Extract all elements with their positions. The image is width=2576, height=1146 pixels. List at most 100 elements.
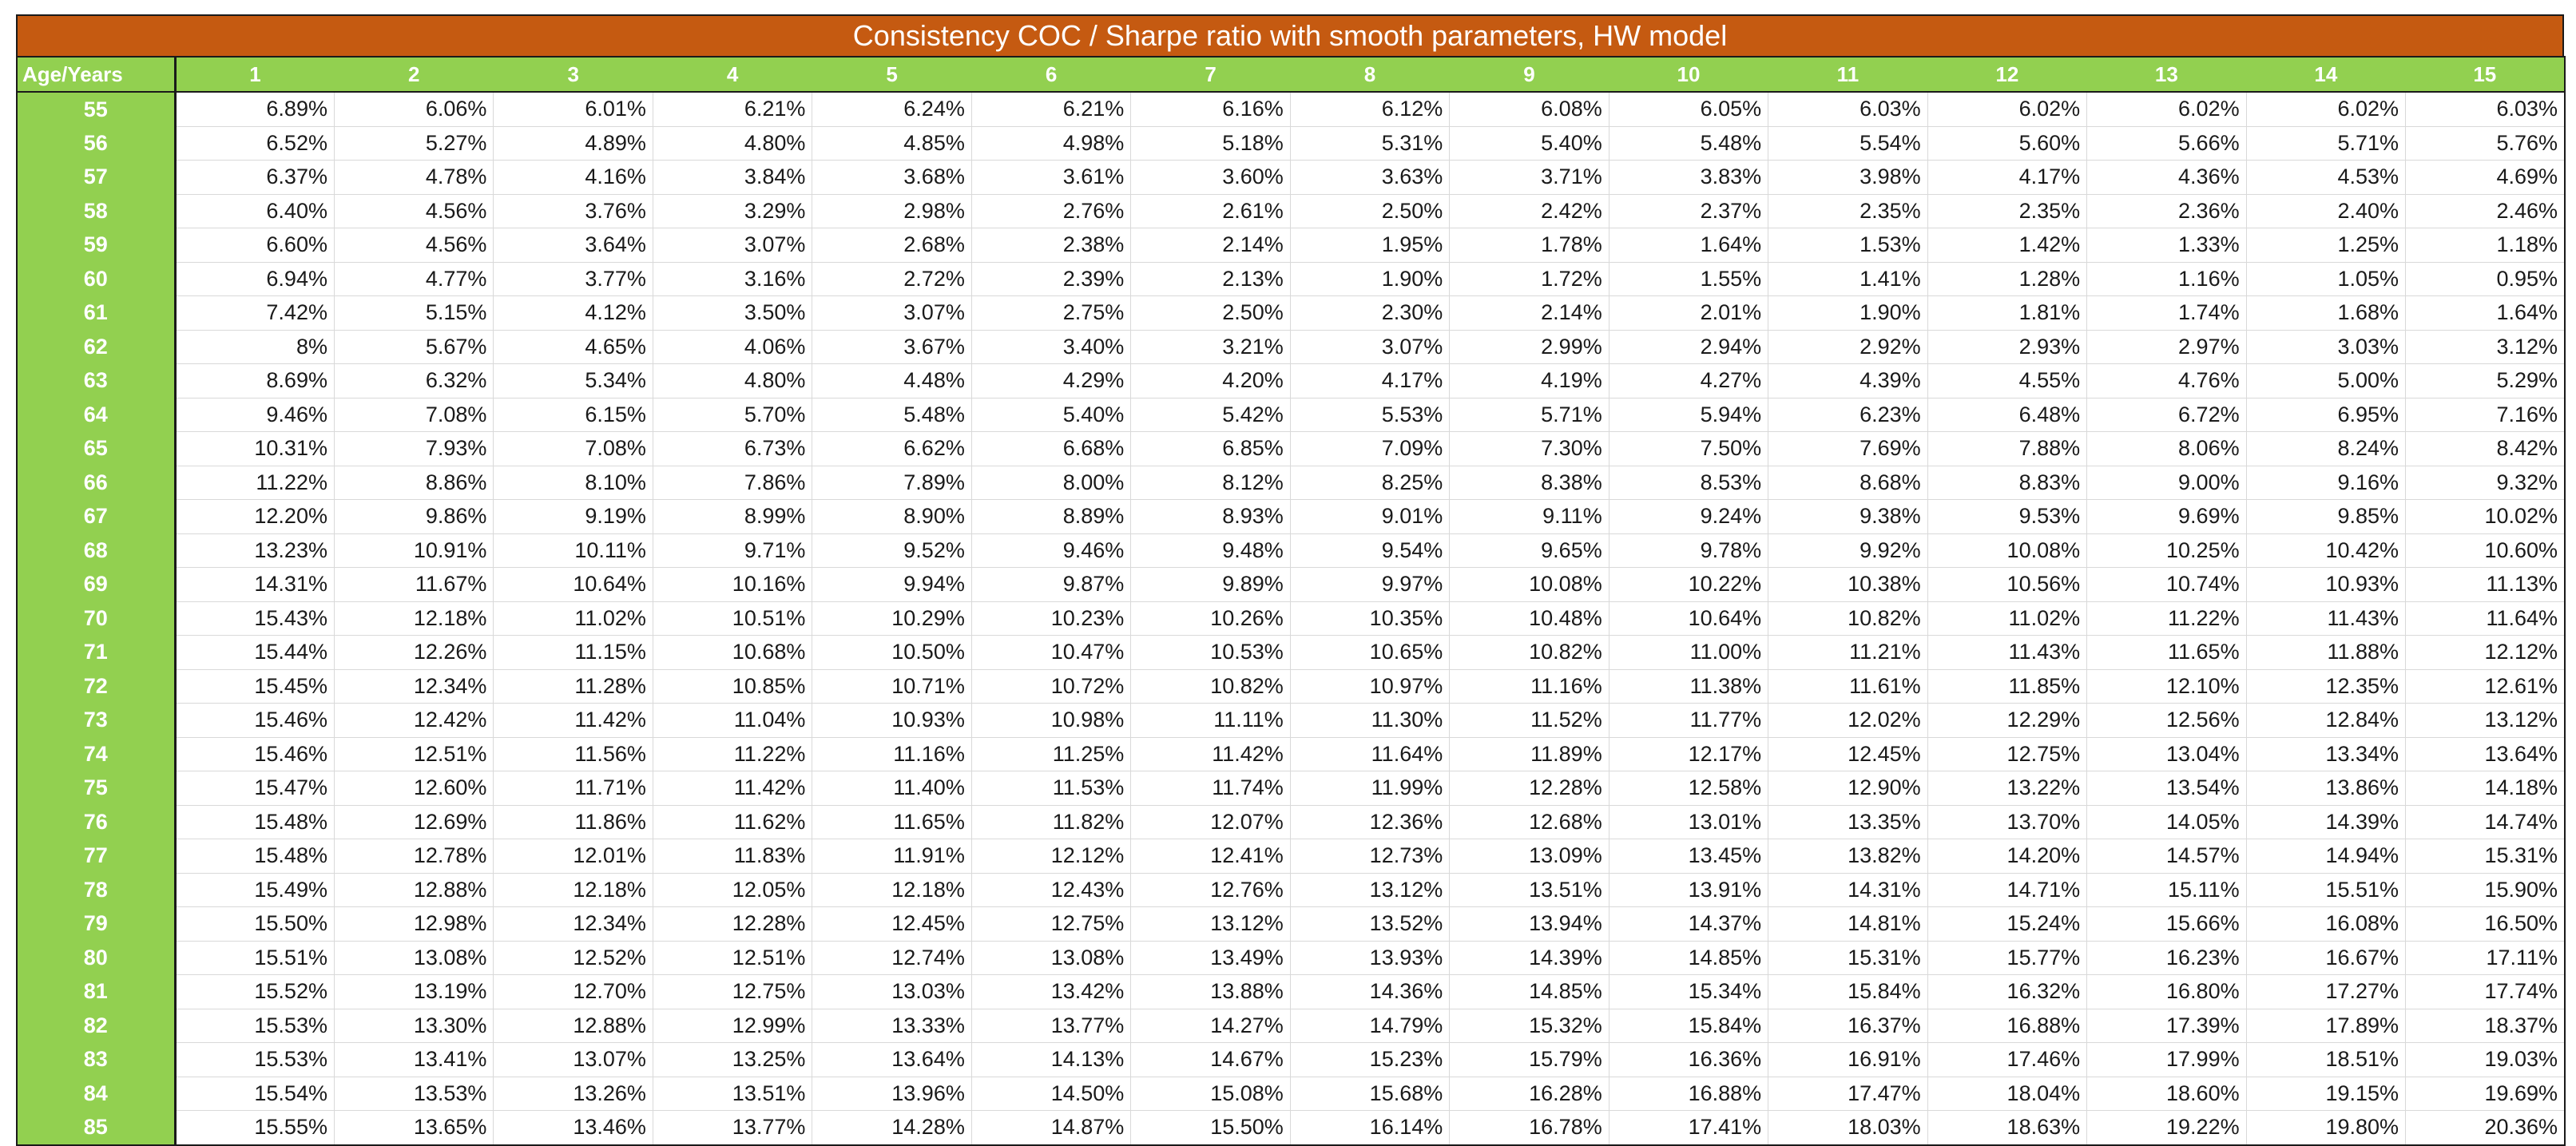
value-cell[interactable]: 3.77% bbox=[493, 262, 653, 296]
value-cell[interactable]: 11.16% bbox=[1449, 669, 1610, 704]
value-cell[interactable]: 6.02% bbox=[1927, 92, 2088, 127]
value-cell[interactable]: 13.34% bbox=[2246, 737, 2407, 771]
age-cell[interactable]: 68 bbox=[16, 533, 177, 568]
value-cell[interactable]: 4.53% bbox=[2246, 160, 2407, 195]
value-cell[interactable]: 3.98% bbox=[1768, 160, 1928, 195]
value-cell[interactable]: 15.54% bbox=[175, 1077, 335, 1111]
value-cell[interactable]: 15.49% bbox=[175, 873, 335, 907]
value-cell[interactable]: 8.53% bbox=[1609, 466, 1769, 500]
value-cell[interactable]: 14.39% bbox=[1449, 941, 1610, 975]
value-cell[interactable]: 11.91% bbox=[812, 839, 972, 874]
value-cell[interactable]: 12.75% bbox=[971, 906, 1132, 942]
value-cell[interactable]: 10.31% bbox=[175, 431, 335, 466]
value-cell[interactable]: 4.80% bbox=[653, 363, 813, 399]
value-cell[interactable]: 1.90% bbox=[1290, 262, 1451, 296]
value-cell[interactable]: 10.22% bbox=[1609, 567, 1769, 602]
value-cell[interactable]: 3.60% bbox=[1130, 160, 1291, 195]
value-cell[interactable]: 13.70% bbox=[1927, 805, 2088, 839]
value-cell[interactable]: 11.62% bbox=[653, 805, 813, 839]
year-header-12[interactable]: 12 bbox=[1927, 56, 2087, 93]
age-cell[interactable]: 57 bbox=[16, 160, 177, 194]
value-cell[interactable]: 9.01% bbox=[1290, 499, 1451, 534]
value-cell[interactable]: 14.39% bbox=[2246, 805, 2407, 839]
age-cell[interactable]: 78 bbox=[16, 873, 177, 907]
value-cell[interactable]: 4.12% bbox=[493, 295, 653, 331]
value-cell[interactable]: 3.07% bbox=[812, 295, 972, 331]
value-cell[interactable]: 8.10% bbox=[493, 466, 653, 500]
value-cell[interactable]: 10.29% bbox=[812, 601, 972, 636]
value-cell[interactable]: 13.64% bbox=[812, 1042, 972, 1077]
value-cell[interactable]: 12.70% bbox=[493, 974, 653, 1009]
value-cell[interactable]: 12.99% bbox=[653, 1009, 813, 1043]
value-cell[interactable]: 5.48% bbox=[1609, 126, 1769, 161]
value-cell[interactable]: 3.64% bbox=[493, 228, 653, 263]
value-cell[interactable]: 11.15% bbox=[493, 635, 653, 670]
value-cell[interactable]: 1.33% bbox=[2086, 228, 2247, 263]
value-cell[interactable]: 5.70% bbox=[653, 398, 813, 432]
value-cell[interactable]: 12.88% bbox=[493, 1009, 653, 1043]
value-cell[interactable]: 15.08% bbox=[1130, 1077, 1291, 1111]
value-cell[interactable]: 17.99% bbox=[2086, 1042, 2247, 1077]
value-cell[interactable]: 11.99% bbox=[1290, 771, 1451, 806]
value-cell[interactable]: 14.94% bbox=[2246, 839, 2407, 874]
value-cell[interactable]: 2.35% bbox=[1768, 194, 1928, 228]
value-cell[interactable]: 12.28% bbox=[653, 906, 813, 942]
value-cell[interactable]: 2.68% bbox=[812, 228, 972, 263]
value-cell[interactable]: 8.38% bbox=[1449, 466, 1610, 500]
value-cell[interactable]: 13.33% bbox=[812, 1009, 972, 1043]
value-cell[interactable]: 6.94% bbox=[175, 262, 335, 296]
value-cell[interactable]: 12.88% bbox=[334, 873, 494, 907]
year-header-6[interactable]: 6 bbox=[971, 56, 1131, 93]
value-cell[interactable]: 13.93% bbox=[1290, 941, 1451, 975]
value-cell[interactable]: 12.74% bbox=[812, 941, 972, 975]
value-cell[interactable]: 9.89% bbox=[1130, 567, 1291, 602]
value-cell[interactable]: 12.51% bbox=[653, 941, 813, 975]
value-cell[interactable]: 2.97% bbox=[2086, 330, 2247, 364]
value-cell[interactable]: 15.34% bbox=[1609, 974, 1769, 1009]
age-cell[interactable]: 55 bbox=[16, 92, 177, 126]
value-cell[interactable]: 13.25% bbox=[653, 1042, 813, 1077]
value-cell[interactable]: 18.51% bbox=[2246, 1042, 2407, 1077]
value-cell[interactable]: 10.65% bbox=[1290, 635, 1451, 670]
value-cell[interactable]: 2.72% bbox=[812, 262, 972, 296]
value-cell[interactable]: 11.86% bbox=[493, 805, 653, 839]
value-cell[interactable]: 14.50% bbox=[971, 1077, 1132, 1111]
value-cell[interactable]: 12.12% bbox=[971, 839, 1132, 874]
value-cell[interactable]: 6.05% bbox=[1609, 92, 1769, 127]
value-cell[interactable]: 10.53% bbox=[1130, 635, 1291, 670]
value-cell[interactable]: 16.50% bbox=[2405, 906, 2566, 942]
value-cell[interactable]: 11.53% bbox=[971, 771, 1132, 806]
value-cell[interactable]: 6.48% bbox=[1927, 398, 2088, 432]
value-cell[interactable]: 10.02% bbox=[2405, 499, 2566, 534]
value-cell[interactable]: 2.38% bbox=[971, 228, 1132, 263]
value-cell[interactable]: 15.48% bbox=[175, 839, 335, 874]
value-cell[interactable]: 3.07% bbox=[653, 228, 813, 263]
value-cell[interactable]: 15.46% bbox=[175, 737, 335, 771]
value-cell[interactable]: 1.53% bbox=[1768, 228, 1928, 263]
value-cell[interactable]: 11.82% bbox=[971, 805, 1132, 839]
value-cell[interactable]: 13.96% bbox=[812, 1077, 972, 1111]
value-cell[interactable]: 17.27% bbox=[2246, 974, 2407, 1009]
value-cell[interactable]: 14.74% bbox=[2405, 805, 2566, 839]
value-cell[interactable]: 15.84% bbox=[1768, 974, 1928, 1009]
value-cell[interactable]: 6.89% bbox=[175, 92, 335, 127]
value-cell[interactable]: 13.03% bbox=[812, 974, 972, 1009]
value-cell[interactable]: 4.56% bbox=[334, 194, 494, 228]
value-cell[interactable]: 5.27% bbox=[334, 126, 494, 161]
value-cell[interactable]: 11.65% bbox=[2086, 635, 2247, 670]
value-cell[interactable]: 12.75% bbox=[1927, 737, 2088, 771]
value-cell[interactable]: 2.46% bbox=[2405, 194, 2566, 228]
value-cell[interactable]: 7.93% bbox=[334, 431, 494, 466]
value-cell[interactable]: 12.10% bbox=[2086, 669, 2247, 704]
value-cell[interactable]: 11.43% bbox=[1927, 635, 2088, 670]
value-cell[interactable]: 9.85% bbox=[2246, 499, 2407, 534]
value-cell[interactable]: 7.88% bbox=[1927, 431, 2088, 466]
value-cell[interactable]: 13.01% bbox=[1609, 805, 1769, 839]
value-cell[interactable]: 2.30% bbox=[1290, 295, 1451, 331]
value-cell[interactable]: 16.88% bbox=[1927, 1009, 2088, 1043]
value-cell[interactable]: 1.42% bbox=[1927, 228, 2088, 263]
age-cell[interactable]: 69 bbox=[16, 567, 177, 601]
value-cell[interactable]: 6.72% bbox=[2086, 398, 2247, 432]
value-cell[interactable]: 14.05% bbox=[2086, 805, 2247, 839]
value-cell[interactable]: 5.15% bbox=[334, 295, 494, 331]
